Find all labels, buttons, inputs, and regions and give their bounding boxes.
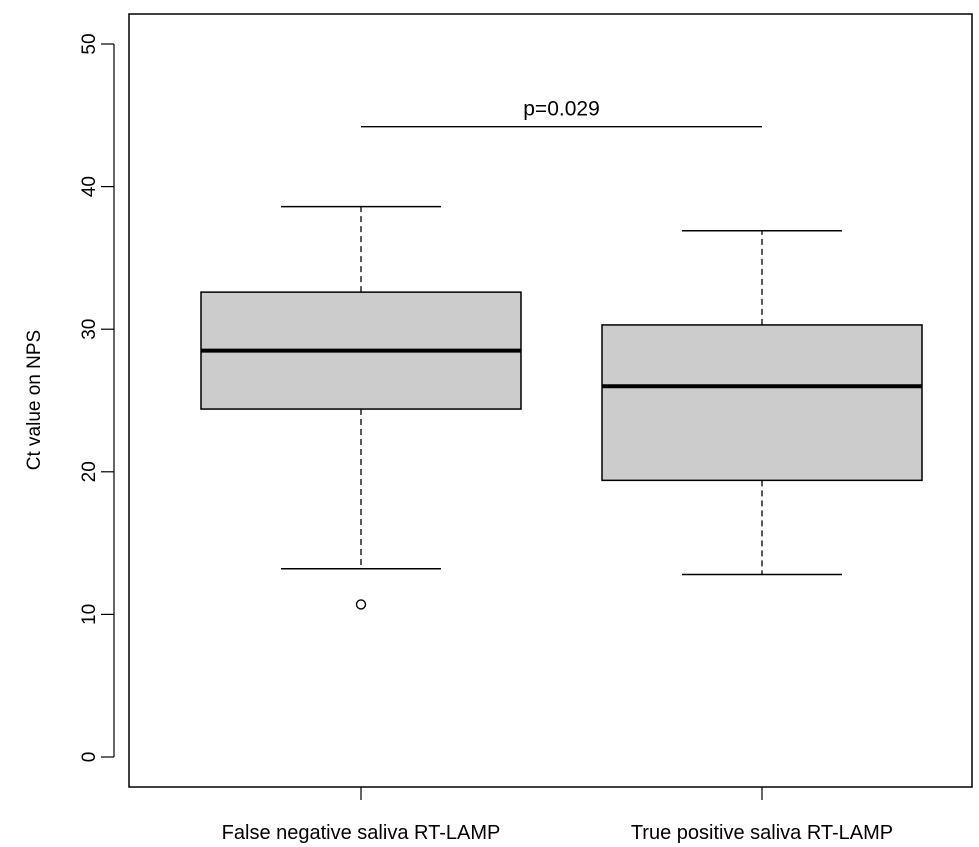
x-axis: False negative saliva RT-LAMP True positi…	[222, 787, 893, 844]
x-category-label-1: True positive saliva RT-LAMP	[631, 822, 893, 844]
box-group-1	[601, 230, 923, 576]
y-tick-label-50: 50	[79, 33, 100, 54]
y-tick-label-30: 30	[79, 319, 100, 340]
y-axis-title: Ct value on NPS	[24, 330, 45, 470]
y-axis: 0 10 20 30 40 50	[79, 33, 115, 763]
box-group-0	[200, 205, 522, 610]
y-tick-label-20: 20	[79, 461, 100, 482]
y-tick-label-0: 0	[79, 752, 100, 763]
box-1	[601, 324, 923, 482]
annotations: p=0.029	[361, 98, 762, 128]
plot-frame	[128, 13, 973, 788]
boxes	[200, 205, 923, 610]
p-value-label-0: p=0.029	[523, 98, 600, 121]
y-tick-label-40: 40	[79, 176, 100, 197]
y-tick-label-10: 10	[79, 604, 100, 625]
x-category-label-0: False negative saliva RT-LAMP	[222, 822, 501, 844]
outlier-point-0-0	[355, 599, 367, 610]
